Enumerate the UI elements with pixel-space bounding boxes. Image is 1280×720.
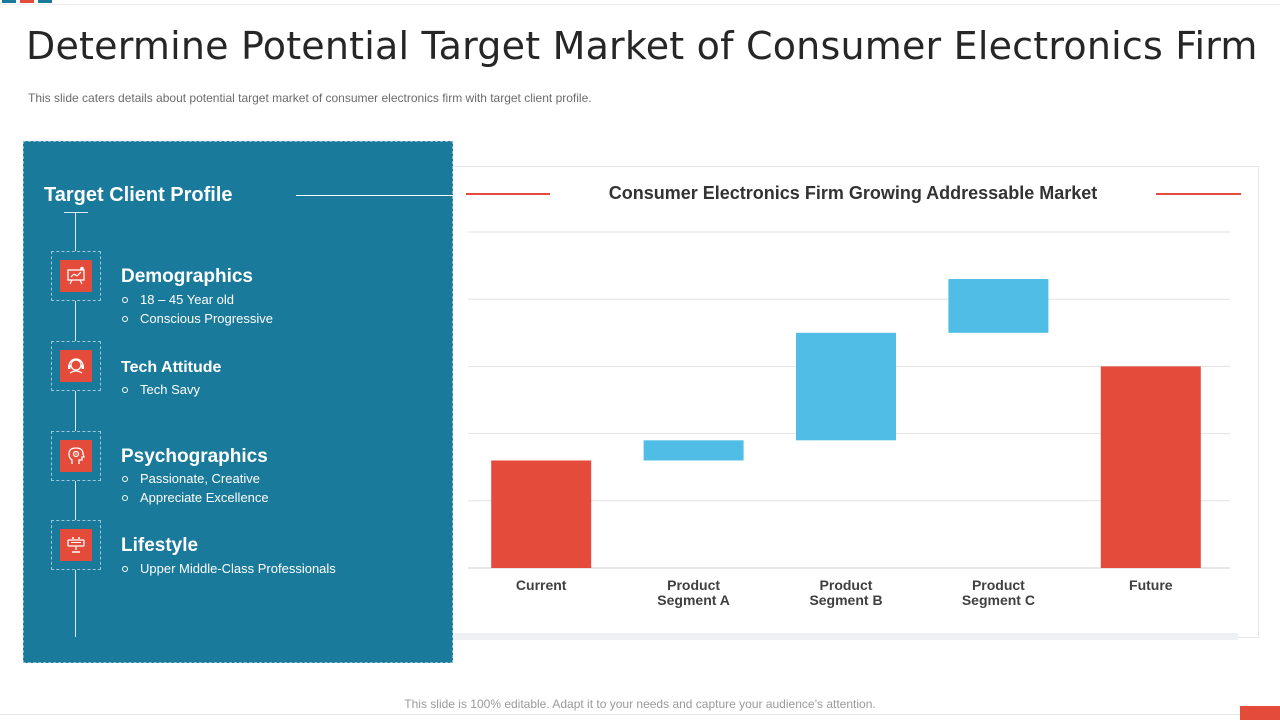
x-tick-label: Current [516, 577, 567, 593]
tech-attitude-icon-frame [51, 341, 101, 391]
lifestyle-icon-frame [51, 520, 101, 570]
tech-attitude-title: Tech Attitude [121, 359, 222, 376]
panel-title-line [296, 195, 454, 196]
slide-title: Determine Potential Target Market of Con… [26, 24, 1258, 68]
desk-lamp-icon [67, 537, 85, 553]
chart-title-accent-left [466, 193, 550, 195]
bullet-item: Passionate, Creative [121, 469, 269, 488]
bar-future [1100, 366, 1201, 568]
demographics-title: Demographics [121, 266, 253, 287]
panel-title: Target Client Profile [44, 184, 233, 206]
tech-attitude-bullets: Tech Savy [121, 380, 200, 399]
accent-mark-red [20, 0, 34, 3]
headset-person-icon [68, 358, 84, 374]
bar-current [491, 460, 592, 568]
target-client-profile-panel: Target Client Profile Demographics 18 – … [23, 141, 454, 663]
slide-subtitle: This slide caters details about potentia… [28, 91, 592, 105]
bar-product-segment-a [643, 440, 744, 461]
chart-title-accent-right [1156, 193, 1241, 195]
lifestyle-icon-box [60, 529, 92, 561]
demographics-bullets: 18 – 45 Year old Conscious Progressive [121, 290, 273, 328]
bullet-item: Appreciate Excellence [121, 488, 269, 507]
x-tick-label: Product Segment B [809, 577, 882, 608]
head-gear-icon [68, 447, 85, 464]
bottom-strip [72, 633, 1238, 640]
bullet-item: Conscious Progressive [121, 309, 273, 328]
x-tick-label: Future [1129, 577, 1173, 593]
bar-product-segment-b [796, 332, 896, 441]
chart-title: Consumer Electronics Firm Growing Addres… [608, 183, 1098, 203]
psychographics-icon-frame [51, 431, 101, 481]
accent-mark-blue [2, 0, 16, 3]
tech-attitude-icon-box [60, 350, 92, 382]
psychographics-icon-box [60, 440, 92, 472]
footer-divider [0, 714, 1240, 715]
psychographics-title: Psychographics [121, 446, 268, 467]
bullet-item: 18 – 45 Year old [121, 290, 273, 309]
presentation-board-icon [67, 266, 85, 285]
bar-product-segment-c [948, 279, 1049, 333]
lifestyle-bullets: Upper Middle-Class Professionals [121, 559, 336, 578]
timeline-line [75, 212, 76, 637]
timeline-cap [64, 212, 88, 213]
bullet-item: Tech Savy [121, 380, 200, 399]
corner-accent [1240, 706, 1280, 720]
top-divider [0, 4, 1280, 5]
demographics-icon-frame [51, 251, 101, 301]
lifestyle-title: Lifestyle [121, 535, 199, 556]
x-tick-label: Product Segment C [962, 577, 1035, 608]
top-accent-marks [0, 0, 60, 4]
psychographics-bullets: Passionate, Creative Appreciate Excellen… [121, 469, 269, 507]
accent-mark-blue [38, 0, 52, 3]
bullet-item: Upper Middle-Class Professionals [121, 559, 336, 578]
demographics-icon-box [60, 260, 92, 292]
x-tick-label: Product Segment A [657, 577, 730, 608]
panel-title-line-extension [453, 193, 463, 194]
footer-note: This slide is 100% editable. Adapt it to… [404, 697, 876, 711]
